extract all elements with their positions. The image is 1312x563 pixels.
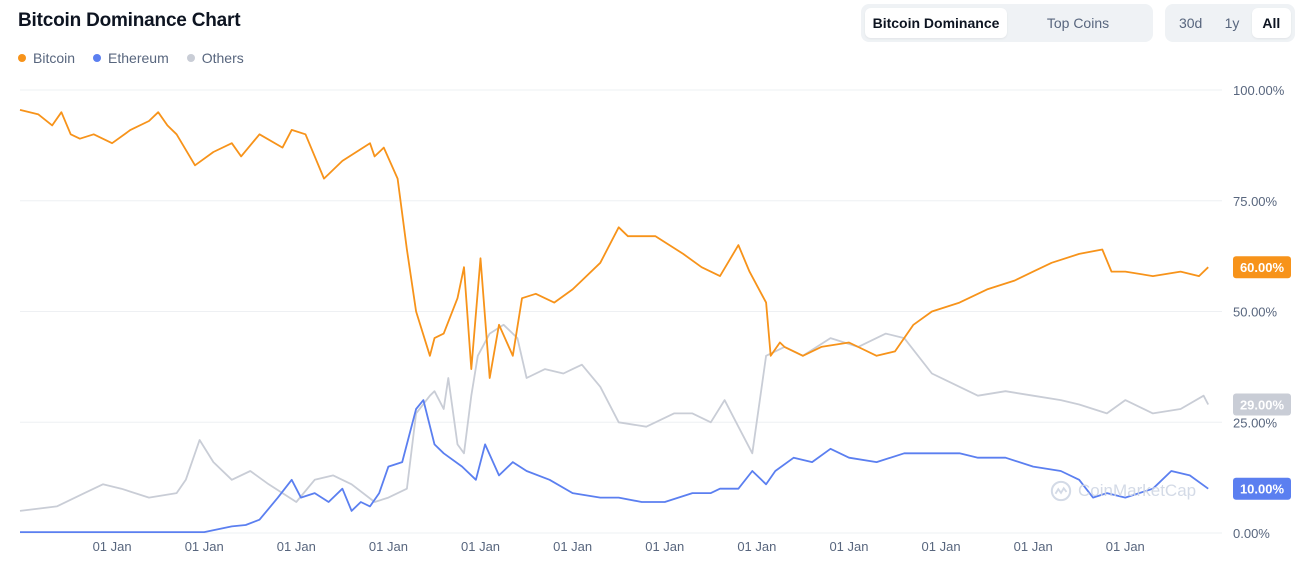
y-axis-ticks: 0.00% 25.00% 50.00% 75.00% 100.00% xyxy=(1233,83,1285,541)
x-tick-label: 01 Jan xyxy=(277,539,316,554)
coinmarketcap-logo-icon xyxy=(1050,480,1072,502)
x-tick-label: 01 Jan xyxy=(645,539,684,554)
legend-item-ethereum[interactable]: Ethereum xyxy=(93,50,169,66)
tab-bitcoin-dominance[interactable]: Bitcoin Dominance xyxy=(865,8,1007,38)
y-tick-label: 25.00% xyxy=(1233,415,1278,430)
y-tick-label: 0.00% xyxy=(1233,526,1270,541)
x-tick-label: 01 Jan xyxy=(553,539,592,554)
range-1y-button[interactable]: 1y xyxy=(1224,15,1240,31)
x-tick-label: 01 Jan xyxy=(922,539,961,554)
legend-item-others[interactable]: Others xyxy=(186,50,244,66)
range-toggle: 30d 1y All xyxy=(1165,4,1295,42)
badge-label: 29.00% xyxy=(1240,398,1285,413)
series-line-others[interactable] xyxy=(19,323,1209,512)
y-tick-label: 75.00% xyxy=(1233,194,1278,209)
chart-grid xyxy=(20,89,1222,534)
last-value-badge-others: 29.00% xyxy=(1233,393,1291,416)
x-tick-label: 01 Jan xyxy=(93,539,132,554)
legend-dot-bitcoin xyxy=(18,54,26,62)
x-tick-label: 01 Jan xyxy=(185,539,224,554)
y-tick-label: 50.00% xyxy=(1233,305,1278,320)
legend-label-ethereum: Ethereum xyxy=(108,50,169,66)
last-value-badge-bitcoin: 60.00% xyxy=(1233,256,1291,279)
badge-label: 60.00% xyxy=(1240,260,1285,275)
x-tick-label: 01 Jan xyxy=(737,539,776,554)
x-tick-label: 01 Jan xyxy=(1106,539,1145,554)
series-line-bitcoin[interactable] xyxy=(19,109,1209,379)
coinmarketcap-watermark: CoinMarketCap xyxy=(1050,480,1196,502)
y-tick-label: 100.00% xyxy=(1233,83,1285,98)
x-tick-label: 01 Jan xyxy=(369,539,408,554)
x-axis-ticks: 01 Jan 01 Jan 01 Jan 01 Jan 01 Jan 01 Jan 01 J… xyxy=(93,539,1145,554)
legend-dot-ethereum xyxy=(93,54,102,62)
legend-item-bitcoin[interactable]: Bitcoin xyxy=(18,50,75,66)
last-value-badge-ethereum: 10.00% xyxy=(1233,477,1291,500)
chart-legend: Bitcoin Ethereum Others xyxy=(18,50,244,66)
view-toggle: Bitcoin Dominance Top Coins xyxy=(861,4,1153,42)
x-tick-label: 01 Jan xyxy=(1014,539,1053,554)
legend-label-bitcoin: Bitcoin xyxy=(33,50,76,66)
badge-background xyxy=(1233,256,1291,279)
range-all-button[interactable]: All xyxy=(1251,8,1292,38)
x-tick-label: 01 Jan xyxy=(461,539,500,554)
chart-series xyxy=(19,109,1209,533)
tab-top-coins[interactable]: Top Coins xyxy=(1046,15,1110,31)
badge-background xyxy=(1233,477,1291,500)
legend-dot-others xyxy=(186,54,195,62)
badge-label: 10.00% xyxy=(1240,482,1285,497)
legend-label-others: Others xyxy=(201,50,244,66)
x-tick-label: 01 Jan xyxy=(829,539,868,554)
page-title: Bitcoin Dominance Chart xyxy=(18,10,241,31)
badge-background xyxy=(1233,393,1291,416)
watermark-text: CoinMarketCap xyxy=(1078,481,1197,500)
series-line-ethereum[interactable] xyxy=(20,399,1209,533)
range-30d-button[interactable]: 30d xyxy=(1178,15,1203,31)
last-value-badges: 60.00% 10.00% 29.00% xyxy=(1233,256,1291,500)
